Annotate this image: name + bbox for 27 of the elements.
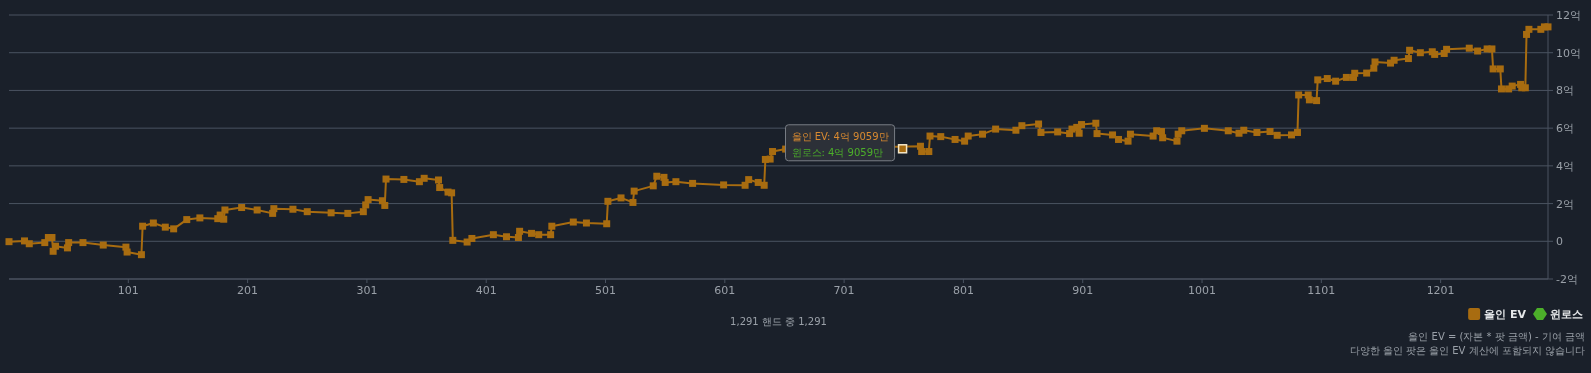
x-tick-label: 101: [117, 284, 139, 297]
y-tick-label: 8억: [1556, 84, 1574, 98]
x-tick-label: 1201: [1426, 284, 1455, 297]
text: 1,291 핸드 중 1,291: [730, 316, 827, 327]
x-tick-label: 201: [237, 284, 259, 297]
y-tick-label: 4억: [1556, 159, 1574, 173]
y-tick-label: -2억: [1556, 273, 1578, 286]
x-tick-label: 1001: [1188, 284, 1217, 297]
legend-label: 올인 EV: [1484, 308, 1527, 321]
y-tick-label: 6억: [1556, 122, 1574, 136]
legend-label: 윈로스: [1550, 308, 1583, 321]
annotation: 올인 EV: 4억 9059만: [791, 130, 889, 142]
y-tick-label: 10억: [1556, 46, 1581, 60]
x-tick-label: 301: [356, 284, 378, 297]
x-tick-label: 1101: [1307, 284, 1336, 297]
text: 다양한 올인 팟은 올인 EV 계산에 포함되지 않습니다: [1349, 345, 1585, 356]
x-tick-label: 801: [952, 284, 974, 297]
text: 올인 EV = (자본 * 팟 금액) - 기여 금액: [1408, 331, 1585, 342]
x-tick-label: 401: [475, 284, 497, 297]
y-tick-label: 12억: [1556, 9, 1581, 22]
x-tick-label: 701: [833, 284, 855, 297]
y-tick-label: 0: [1556, 235, 1563, 249]
x-tick-label: 901: [1072, 284, 1094, 297]
x-tick-label: 501: [595, 284, 617, 297]
y-tick-label: 2억: [1556, 197, 1574, 211]
annotation: 윈로스: 4억 9059만: [791, 146, 884, 158]
x-tick-label: 601: [714, 284, 736, 297]
